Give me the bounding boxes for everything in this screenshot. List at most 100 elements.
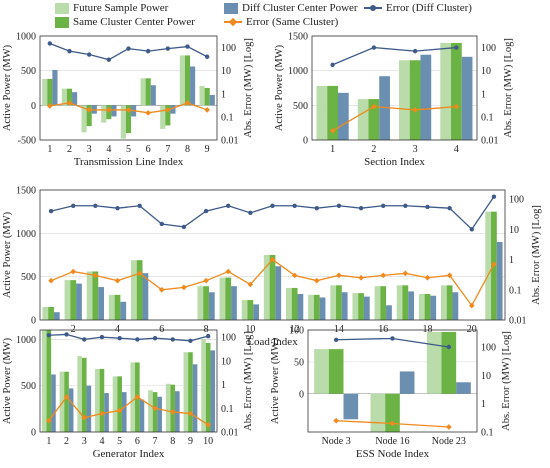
y2-tick-label: 0.1 — [509, 285, 522, 296]
point-err_same — [358, 274, 364, 281]
bar-diff — [142, 273, 149, 320]
bar-diff — [341, 292, 348, 320]
point-err_diff — [491, 194, 497, 199]
y2-tick-label: 100 — [221, 333, 236, 344]
x-tick-label: Node 3 — [322, 436, 351, 447]
point-err_same — [125, 107, 132, 113]
bar-same — [291, 287, 298, 320]
y-tick-label: 0 — [31, 316, 36, 327]
y2-axis-label: Abs. Error (MW) [Log] — [243, 38, 254, 138]
y2-tick-label: 0.01 — [481, 136, 499, 147]
x-tick-label: 4 — [99, 436, 104, 447]
point-err_same — [424, 274, 431, 281]
point-err_same — [491, 261, 497, 268]
bar-same — [152, 392, 158, 432]
bar-future — [352, 293, 359, 320]
point-err_same — [389, 420, 396, 427]
bar-diff — [72, 92, 78, 106]
bar-diff — [150, 85, 156, 106]
point-err_diff — [46, 333, 52, 338]
y-tick-label: 500 — [293, 101, 308, 112]
point-err_same — [402, 270, 409, 277]
x-tick-label: 2 — [67, 144, 72, 155]
point-err_diff — [188, 338, 193, 343]
point-err_diff — [67, 48, 72, 54]
bar-same — [170, 384, 176, 432]
bar-same — [446, 285, 453, 320]
point-err_diff — [447, 205, 452, 211]
bar-future — [485, 211, 492, 320]
bar-same — [205, 342, 211, 432]
point-err_same — [99, 410, 105, 417]
line-err_same — [48, 395, 209, 426]
point-err_diff — [314, 205, 319, 211]
point-err_diff — [165, 46, 171, 51]
bar-diff — [111, 105, 117, 117]
point-err_diff — [48, 208, 54, 214]
bar-future — [101, 105, 107, 123]
x-tick-label: 10 — [203, 436, 213, 447]
point-err_same — [134, 394, 141, 400]
bar-diff — [461, 56, 473, 140]
bar-same — [184, 55, 191, 106]
x-tick-label: 12 — [290, 324, 300, 335]
legend-item-future: Future Sample Power — [55, 2, 168, 14]
bar-same — [92, 271, 99, 320]
bar-future — [108, 294, 115, 320]
point-err_diff — [205, 333, 211, 339]
y-tick-label: 1500 — [16, 186, 36, 197]
legend-label-future: Future Sample Power — [73, 2, 169, 14]
x-tick-label: 3 — [82, 436, 87, 447]
bar-future — [41, 330, 47, 432]
point-err_diff — [185, 44, 190, 49]
x-tick-label: 10 — [245, 324, 255, 335]
point-err_same — [63, 394, 70, 400]
x-tick-label: 2 — [71, 324, 76, 335]
bar-diff — [456, 382, 471, 394]
point-err_diff — [270, 203, 275, 208]
point-err_same — [446, 424, 452, 430]
point-err_same — [329, 127, 336, 134]
point-err_same — [336, 272, 342, 279]
y2-axis-label: Abs. Error (MW) [Log] — [501, 331, 512, 431]
bar-diff — [420, 54, 432, 140]
y2-tick-label: 0.01 — [509, 316, 527, 327]
y-tick-label: 0 — [31, 101, 36, 112]
x-tick-label: 6 — [135, 436, 140, 447]
y2-tick-label: 0.1 — [481, 112, 494, 123]
bar-diff — [52, 69, 58, 106]
bar-diff — [86, 385, 92, 432]
bar-same — [117, 376, 122, 432]
bar-diff — [231, 286, 237, 320]
y-tick-label: 1500 — [288, 32, 308, 43]
x-tick-label: 5 — [126, 144, 131, 155]
bar-diff — [192, 364, 198, 432]
x-tick-label: Node 16 — [375, 436, 409, 447]
bar-future — [179, 55, 185, 106]
point-err_same — [92, 272, 99, 279]
y-tick-label: -500 — [18, 136, 36, 147]
point-err_diff — [170, 337, 175, 342]
x-tick-label: 3 — [413, 144, 418, 155]
bar-same — [247, 300, 254, 320]
x-tick-label: 9 — [205, 144, 210, 155]
point-err_diff — [358, 205, 364, 211]
point-err_same — [145, 109, 151, 116]
x-tick-label: 2 — [371, 144, 376, 155]
bar-future — [199, 85, 205, 106]
bar-future — [418, 294, 425, 320]
bar-same — [328, 349, 344, 394]
bar-same — [336, 285, 342, 320]
bar-same — [313, 294, 320, 320]
bar-diff — [386, 305, 392, 320]
bar-same — [47, 78, 53, 106]
bar-diff — [408, 291, 414, 320]
x-tick-label: 7 — [165, 144, 170, 155]
point-err_same — [187, 410, 194, 417]
x-tick-label: 1 — [46, 436, 51, 447]
bar-future — [399, 60, 410, 141]
point-err_diff — [115, 205, 120, 211]
point-err_diff — [86, 52, 92, 57]
bar-same — [136, 260, 143, 320]
y-tick-label: 1000 — [16, 229, 36, 240]
